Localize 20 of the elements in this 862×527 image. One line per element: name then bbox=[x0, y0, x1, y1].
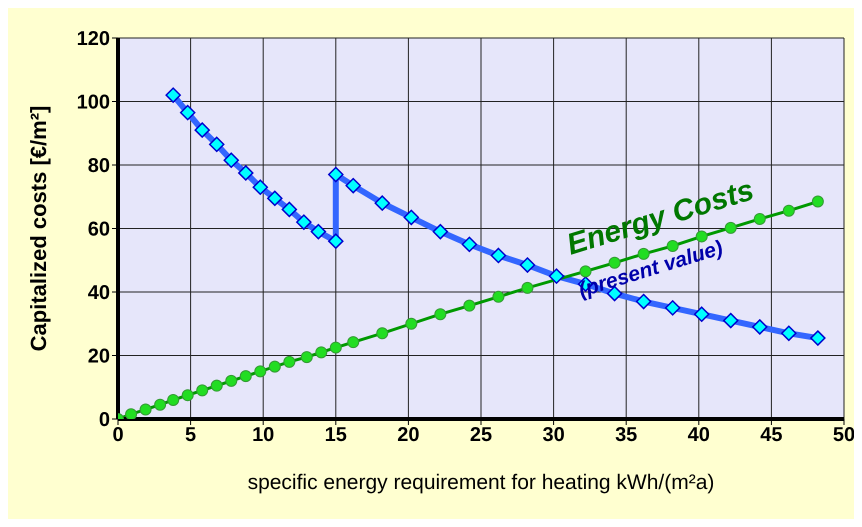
y-tick-label: 100 bbox=[76, 92, 110, 114]
x-tick-label: 5 bbox=[185, 424, 196, 446]
y-axis-title: Capitalized costs [€/m²] bbox=[26, 106, 51, 352]
x-tick-label: 40 bbox=[688, 424, 710, 446]
y-tick-label: 80 bbox=[88, 155, 110, 178]
x-tick-label: 35 bbox=[615, 424, 638, 446]
x-tick-label: 45 bbox=[760, 424, 783, 446]
x-tick-label: 10 bbox=[252, 424, 274, 446]
y-tick-label: 60 bbox=[88, 218, 110, 241]
x-axis-title: specific energy requirement for heating kWh/(m²a) bbox=[248, 471, 714, 494]
y-tick-label: 40 bbox=[88, 282, 110, 304]
y-tick-label: 20 bbox=[88, 346, 110, 368]
y-tick-label: 120 bbox=[76, 28, 110, 50]
x-tick-label: 20 bbox=[397, 424, 420, 446]
x-tick-label: 0 bbox=[112, 424, 124, 446]
x-tick-label: 50 bbox=[832, 424, 856, 446]
x-tick-label: 25 bbox=[470, 424, 492, 446]
x-tick-label: 30 bbox=[542, 424, 565, 446]
y-tick-label: 0 bbox=[98, 409, 110, 432]
x-tick-label: 15 bbox=[324, 424, 347, 446]
